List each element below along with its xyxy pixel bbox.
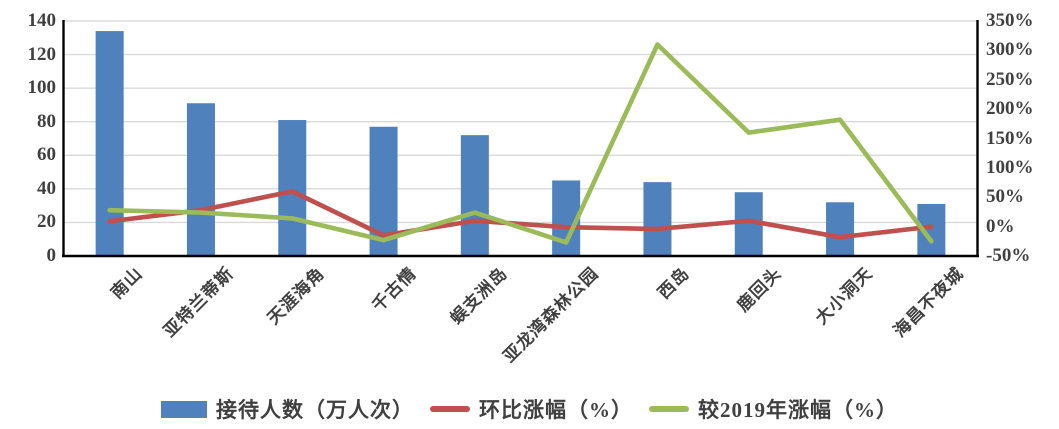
legend-label: 较2019年涨幅（%）: [698, 398, 898, 422]
y2-axis-tick-label: 100%: [986, 156, 1034, 178]
y-axis-tick-label: 140: [27, 10, 57, 31]
legend-label: 环比涨幅（%）: [479, 398, 633, 422]
y2-axis-tick-label: 300%: [986, 39, 1034, 61]
bar-大小洞天: [826, 202, 855, 256]
y-axis-tick-label: 40: [37, 177, 56, 199]
y-axis-tick-label: 20: [37, 211, 56, 233]
y2-axis-tick-label: 50%: [986, 186, 1024, 208]
line-series-1: [107, 42, 934, 245]
y-axis-tick-label: 120: [27, 43, 57, 65]
legend-line-swatch: [430, 406, 470, 412]
legend-item: 较2019年涨幅（%）: [649, 394, 898, 424]
y2-axis-tick-label: 250%: [986, 68, 1034, 90]
legend-line-swatch: [649, 406, 689, 412]
y-axis-tick-label: 60: [37, 144, 56, 166]
line-series-0: [107, 189, 934, 240]
legend-item: 接待人数（万人次）: [161, 394, 414, 424]
legend-item: 环比涨幅（%）: [430, 394, 633, 424]
bar-天涯海角: [278, 120, 307, 257]
y2-axis-tick-label: 150%: [986, 127, 1034, 149]
bar-亚特兰蒂斯: [186, 103, 215, 256]
bar-西岛: [643, 182, 672, 256]
y-axis-tick-label: 0: [46, 245, 57, 266]
legend: 接待人数（万人次） 环比涨幅（%） 较2019年涨幅（%）: [0, 391, 1059, 427]
legend-label: 接待人数（万人次）: [216, 398, 414, 422]
y-axis-tick-label: 80: [37, 110, 56, 132]
y2-axis-tick-label: 350%: [986, 10, 1034, 31]
y-axis-tick-label: 100: [27, 77, 57, 99]
y2-axis-tick-label: 200%: [986, 98, 1034, 120]
y2-axis-tick-label: 0%: [986, 215, 1015, 237]
y2-axis-tick-label: -50%: [986, 245, 1031, 266]
legend-bar-swatch: [161, 400, 207, 418]
bar-蜈支洲岛: [460, 135, 489, 256]
